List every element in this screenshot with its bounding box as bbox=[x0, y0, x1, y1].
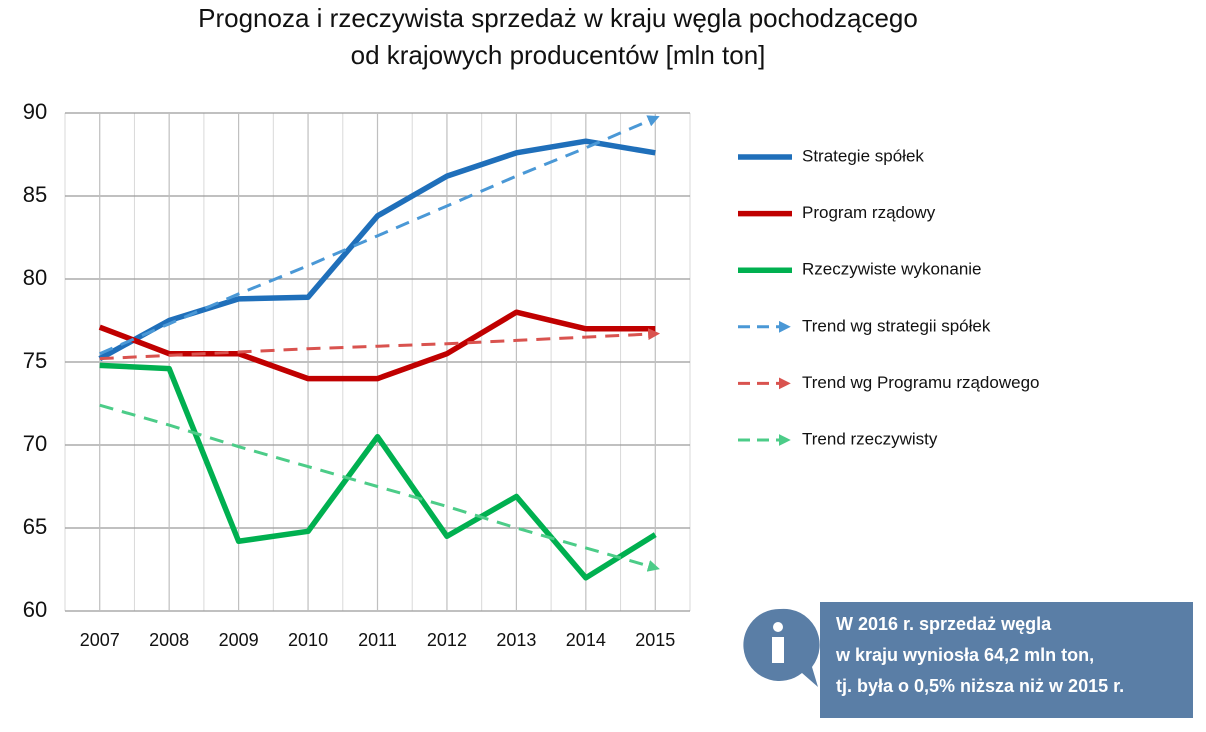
legend-label: Strategie spółek bbox=[802, 146, 924, 165]
y-tick-label: 80 bbox=[23, 265, 47, 290]
x-tick-label: 2014 bbox=[566, 630, 606, 650]
legend-label: Trend wg Programu rządowego bbox=[802, 373, 1040, 392]
info-box bbox=[820, 602, 1193, 718]
y-tick-label: 70 bbox=[23, 431, 47, 456]
y-tick-label: 85 bbox=[23, 182, 47, 207]
chart-title: Prognoza i rzeczywista sprzedaż w kraju … bbox=[198, 3, 918, 33]
info-text: w kraju wyniosła 64,2 mln ton, bbox=[835, 645, 1094, 665]
info-icon-dot bbox=[773, 622, 783, 632]
chart-title: od krajowych producentów [mln ton] bbox=[351, 40, 766, 70]
y-tick-label: 90 bbox=[23, 99, 47, 124]
x-tick-label: 2009 bbox=[219, 630, 259, 650]
x-tick-label: 2013 bbox=[496, 630, 536, 650]
x-tick-label: 2010 bbox=[288, 630, 328, 650]
y-tick-label: 75 bbox=[23, 348, 47, 373]
trend-line bbox=[99, 328, 661, 361]
x-tick-label: 2015 bbox=[635, 630, 675, 650]
x-tick-label: 2008 bbox=[149, 630, 189, 650]
y-tick-label: 65 bbox=[23, 514, 47, 539]
legend-label: Program rządowy bbox=[802, 203, 936, 222]
info-text: W 2016 r. sprzedaż węgla bbox=[836, 614, 1052, 634]
info-icon-stem bbox=[772, 637, 784, 663]
legend-label: Trend rzeczywisty bbox=[802, 429, 938, 448]
series-line bbox=[99, 362, 657, 581]
x-tick-label: 2007 bbox=[80, 630, 120, 650]
legend-label: Trend wg strategii spółek bbox=[802, 316, 991, 335]
info-text: tj. była o 0,5% niższa niż w 2015 r. bbox=[836, 676, 1124, 696]
x-tick-label: 2012 bbox=[427, 630, 467, 650]
y-tick-label: 60 bbox=[23, 597, 47, 622]
x-tick-label: 2011 bbox=[358, 630, 397, 650]
trend-line bbox=[99, 115, 660, 356]
legend-label: Rzeczywiste wykonanie bbox=[802, 260, 982, 279]
trend-line bbox=[99, 403, 660, 572]
